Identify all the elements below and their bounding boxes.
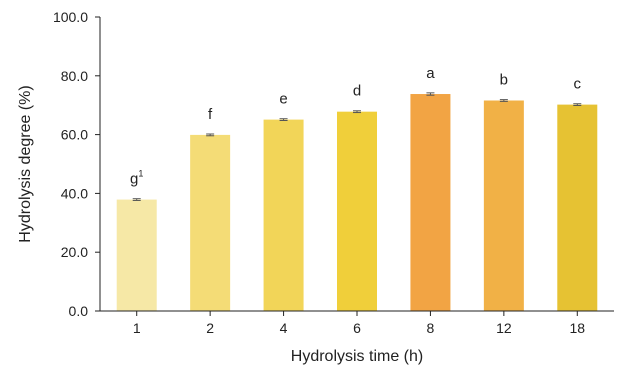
bar (263, 119, 304, 311)
x-tick-label: 12 (496, 320, 512, 336)
bar (483, 100, 524, 311)
y-tick-label: 100.0 (53, 9, 88, 25)
significance-letter: f (208, 106, 213, 123)
x-tick-label: 2 (206, 320, 214, 336)
x-axis-title: Hydrolysis time (h) (291, 348, 423, 365)
bar (190, 134, 231, 311)
significance-letter: e (279, 91, 287, 108)
x-tick-label: 8 (427, 320, 435, 336)
x-tick-label: 1 (133, 320, 141, 336)
significance-letters-layer: g1 f e d a b c (130, 65, 582, 188)
bar (116, 199, 157, 311)
y-axis-title: Hydrolysis degree (%) (17, 85, 34, 242)
significance-letter: c (574, 76, 582, 93)
bar (557, 104, 598, 311)
y-tick-label: 60.0 (61, 127, 88, 143)
x-tick-label: 4 (280, 320, 288, 336)
significance-letter: g1 (130, 169, 143, 188)
significance-letter: b (500, 71, 508, 88)
error-bars-layer (132, 92, 582, 201)
y-tick-label: 20.0 (61, 244, 88, 260)
y-tick-label: 0.0 (69, 303, 89, 319)
x-tick-label: 18 (569, 320, 585, 336)
y-tick-label: 40.0 (61, 185, 88, 201)
x-tick-label: 6 (353, 320, 361, 336)
bars-layer (116, 94, 598, 311)
bar (410, 94, 451, 311)
bar (337, 111, 377, 311)
significance-letter: d (353, 83, 361, 100)
y-tick-label: 80.0 (61, 68, 88, 84)
significance-letter: a (426, 65, 435, 82)
